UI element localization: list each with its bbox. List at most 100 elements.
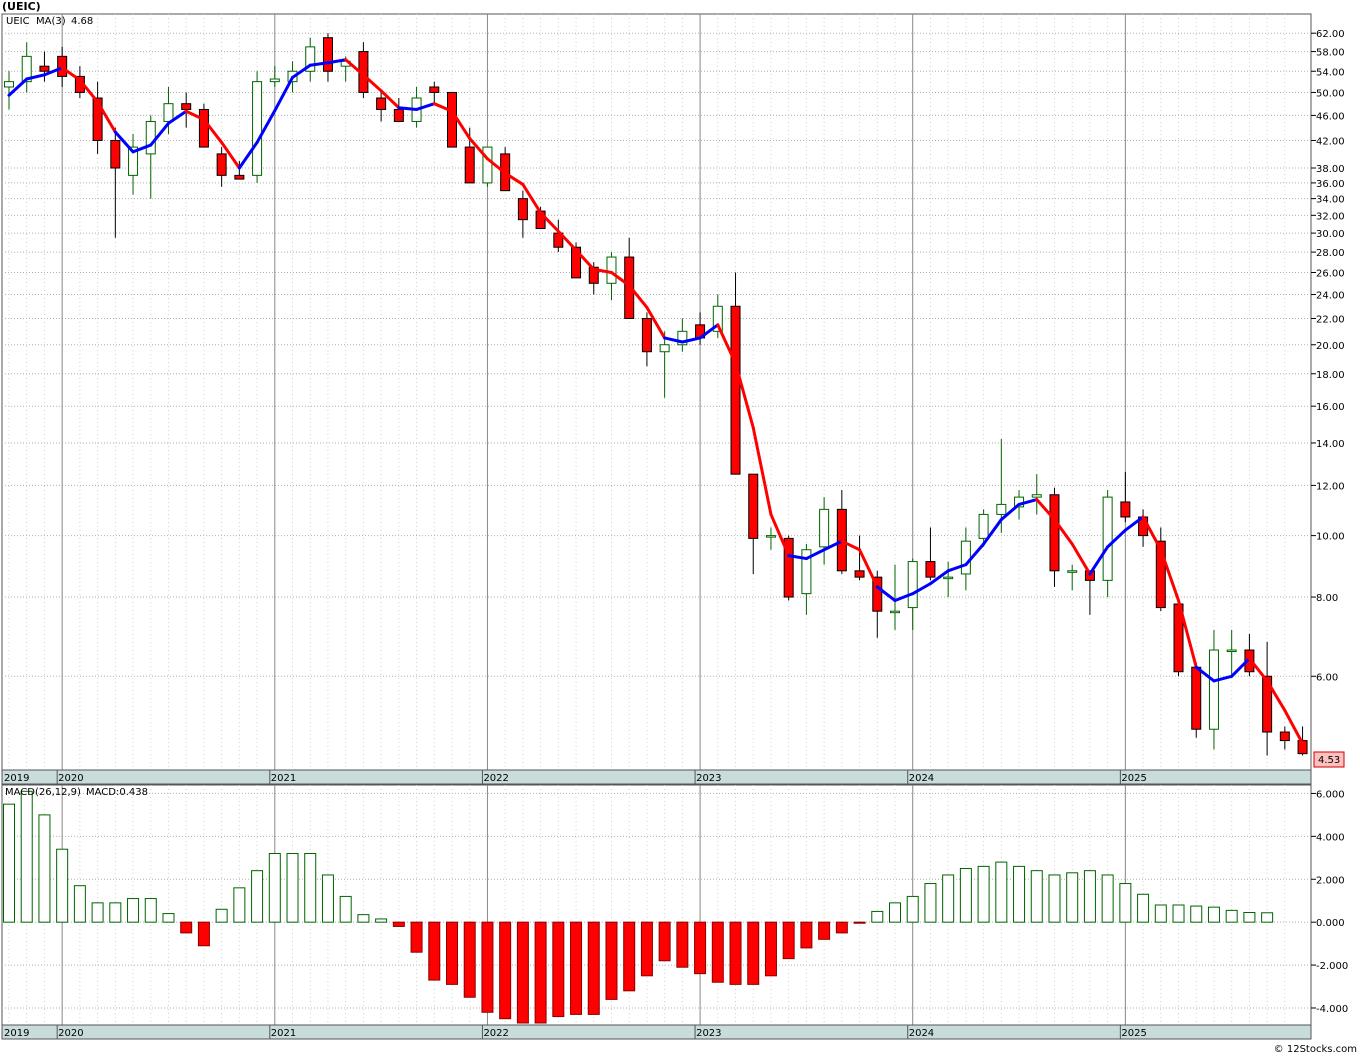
macd-bar <box>623 921 636 992</box>
price-tick-label: 46.00 <box>1316 111 1345 122</box>
ma3-segment <box>1194 665 1216 683</box>
price-tick-label: 20.00 <box>1316 341 1345 352</box>
candle-body <box>145 120 156 155</box>
candle-body <box>447 91 457 148</box>
ma3-segment <box>645 305 667 340</box>
macd-tick-label: 0.000 <box>1316 918 1345 929</box>
ma3-segment <box>539 211 560 233</box>
ma3-segment <box>574 248 596 271</box>
ma3-segment <box>822 539 844 552</box>
candle-body <box>252 81 263 176</box>
macd-bar <box>127 898 140 923</box>
macd-bar <box>410 921 423 953</box>
last-price-badge-bg <box>1313 751 1345 768</box>
candle-body <box>659 344 670 353</box>
candle-body <box>198 108 209 148</box>
candle-body <box>1279 731 1290 742</box>
ma3-segment <box>255 109 277 144</box>
candle-body <box>819 508 830 548</box>
ma3-segment <box>734 361 755 430</box>
price-tick-label: 30.00 <box>1316 229 1345 240</box>
macd-bar <box>640 921 653 977</box>
candle-body <box>783 537 794 598</box>
candle-body <box>322 37 333 72</box>
candle-body <box>216 153 227 176</box>
macd-bar <box>304 853 317 923</box>
candle-body <box>1262 675 1273 733</box>
last-price-badge: 4.53 <box>1318 755 1340 766</box>
candle-body <box>128 146 139 176</box>
price-tick-label: 24.00 <box>1316 291 1345 302</box>
ma3-segment <box>184 109 206 122</box>
macd-bar <box>729 921 742 985</box>
macd-bar <box>959 868 972 923</box>
candle-body <box>748 473 759 539</box>
candle-body <box>1208 649 1219 730</box>
macd-bar <box>215 908 228 923</box>
candle-body <box>181 103 192 110</box>
ma3-segment <box>1265 679 1287 712</box>
macd-bar <box>339 895 352 923</box>
ma3-segment <box>804 548 826 561</box>
x-axis-year-label: 2025 <box>1121 773 1146 784</box>
macd-bar <box>676 921 689 968</box>
price-tick-label: 12.00 <box>1316 481 1345 492</box>
price-tick-label: 54.00 <box>1316 67 1345 78</box>
macd-bar <box>942 874 955 923</box>
candle-body <box>482 146 493 184</box>
macd-bar <box>91 902 104 923</box>
macd-bar <box>463 921 476 998</box>
ma3-segment <box>964 542 986 567</box>
macd-bar <box>587 921 600 1015</box>
macd-bar <box>977 865 990 923</box>
price-tick-label: 6.00 <box>1316 672 1338 683</box>
macd-bar <box>162 913 175 923</box>
ma3-segment <box>7 77 29 97</box>
ma3-segment <box>1106 528 1127 549</box>
macd-bar <box>38 814 51 923</box>
ma3-segment <box>397 106 419 111</box>
candle-body <box>854 570 865 578</box>
price-tick-label: 42.00 <box>1316 136 1345 147</box>
candle-body <box>960 540 971 575</box>
x-axis-year-label: 2019 <box>4 773 29 784</box>
price-tick-label: 50.00 <box>1316 88 1345 99</box>
ma3-segment <box>149 121 170 147</box>
candle-body <box>21 55 32 83</box>
ma3-segment <box>42 66 64 77</box>
candle-body <box>712 305 723 332</box>
macd-bar <box>1261 912 1274 923</box>
macd-bar <box>1030 870 1043 923</box>
ma3-segment <box>503 171 525 186</box>
price-tick-label: 22.00 <box>1316 315 1345 326</box>
macd-panel <box>1 784 1312 1026</box>
price-tick-label: 34.00 <box>1316 195 1345 206</box>
ma3-segment <box>893 592 915 603</box>
legend-ma: MA(3) <box>36 16 66 27</box>
price-y-axis: 62.00 58.00 54.00 50.00 46.00 42.00 38.00 36.00… <box>1311 29 1345 683</box>
candle-body <box>376 97 387 110</box>
macd-bar <box>605 921 618 1000</box>
ma3-segment <box>982 518 1003 546</box>
ma3-segment <box>911 582 932 596</box>
macd-x-axis-band <box>1 1024 1312 1040</box>
macd-bar <box>481 921 494 1013</box>
ma3-segment <box>202 118 224 144</box>
macd-bar <box>1190 905 1203 923</box>
price-tick-label: 10.00 <box>1316 532 1345 543</box>
ma3-segment <box>60 66 82 82</box>
candle-body <box>429 86 440 93</box>
macd-bar <box>694 921 707 975</box>
macd-bar <box>1172 904 1185 923</box>
x-axis-year-label: 2022 <box>483 1028 508 1039</box>
legend-symbol: UEIC <box>6 16 30 27</box>
ma3-segment <box>166 109 188 125</box>
macd-bar <box>1013 865 1026 923</box>
candle-body <box>234 174 245 180</box>
macd-value-label: MACD:0.438 <box>86 787 148 798</box>
candle-body <box>163 103 174 122</box>
candle-body <box>1067 570 1078 573</box>
ma3-segment <box>1230 656 1251 678</box>
ma3-segment <box>25 73 46 81</box>
macd-bar <box>534 921 547 1024</box>
